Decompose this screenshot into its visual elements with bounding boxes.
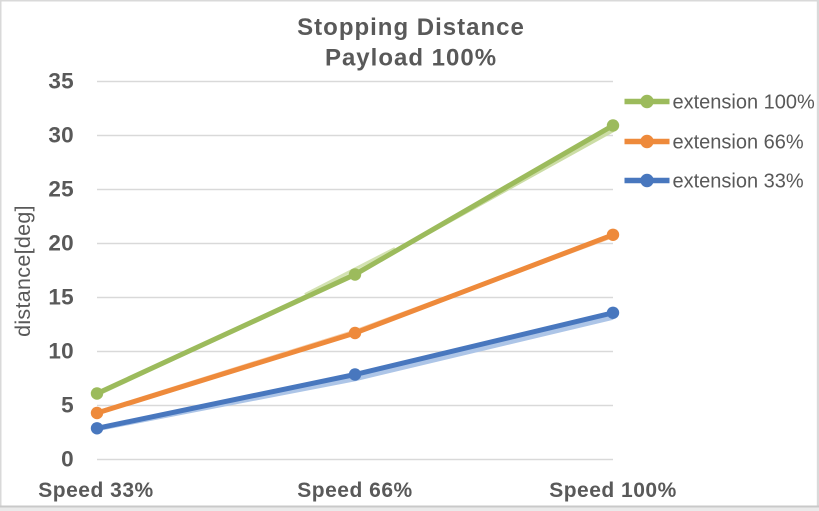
svg-text:extension 100%: extension 100% xyxy=(673,92,816,114)
svg-text:10: 10 xyxy=(48,339,74,364)
svg-text:Speed 100%: Speed 100% xyxy=(549,479,677,502)
svg-text:20: 20 xyxy=(48,231,74,256)
svg-text:Stopping Distance: Stopping Distance xyxy=(297,14,525,41)
svg-text:Payload 100%: Payload 100% xyxy=(325,45,497,72)
svg-text:extension 33%: extension 33% xyxy=(673,171,804,193)
svg-text:Speed 66%: Speed 66% xyxy=(297,479,412,502)
svg-text:30: 30 xyxy=(48,123,74,148)
svg-text:distance[deg]: distance[deg] xyxy=(11,205,35,337)
svg-text:5: 5 xyxy=(61,393,74,418)
svg-text:0: 0 xyxy=(61,447,74,472)
svg-text:extension 66%: extension 66% xyxy=(673,132,804,154)
svg-text:Speed 33%: Speed 33% xyxy=(38,479,153,502)
svg-text:15: 15 xyxy=(48,285,74,310)
svg-text:25: 25 xyxy=(48,177,74,202)
svg-text:35: 35 xyxy=(48,69,74,94)
